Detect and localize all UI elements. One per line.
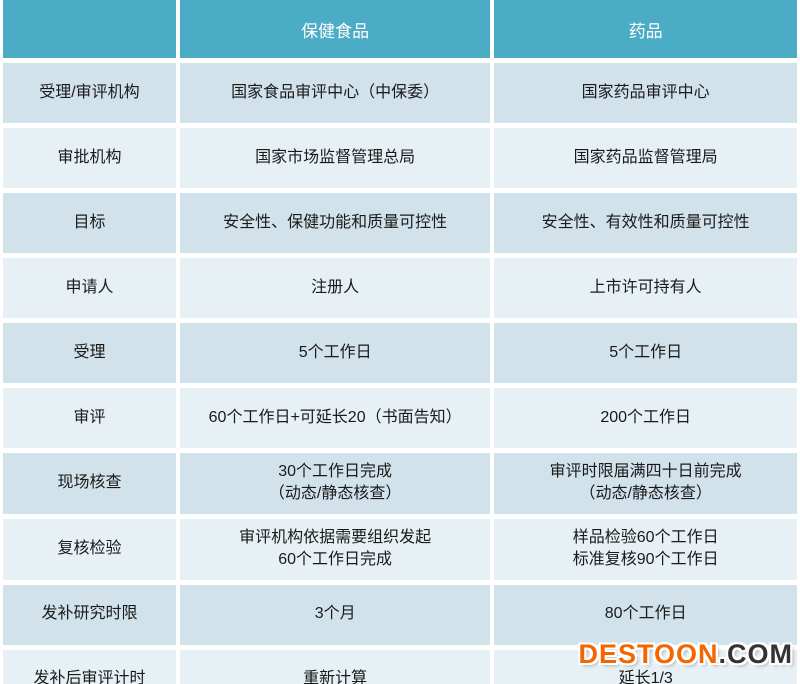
health-food-cell: 安全性、保健功能和质量可控性 bbox=[179, 193, 491, 253]
row-label-cell: 发补研究时限 bbox=[3, 584, 176, 645]
destoon-watermark: DESTOON.COM bbox=[578, 639, 793, 670]
drug-cell: 国家药品监督管理局 bbox=[494, 128, 797, 188]
health-food-cell: 30个工作日完成 （动态/静态核查） bbox=[179, 453, 491, 514]
health-food-cell: 3个月 bbox=[179, 584, 491, 645]
health-food-cell: 5个工作日 bbox=[179, 323, 491, 383]
table-row: 受理 5个工作日 5个工作日 bbox=[3, 323, 797, 383]
health-food-cell: 国家市场监督管理总局 bbox=[179, 128, 491, 188]
table-row: 审评 60个工作日+可延长20（书面告知） 200个工作日 bbox=[3, 388, 797, 448]
table-row: 审批机构 国家市场监督管理总局 国家药品监督管理局 bbox=[3, 128, 797, 188]
header-row: 保健食品 药品 bbox=[3, 0, 797, 58]
row-label-cell: 发补后审评计时 bbox=[3, 649, 176, 684]
header-cell-drug: 药品 bbox=[494, 0, 797, 58]
drug-cell: 国家药品审评中心 bbox=[494, 63, 797, 123]
drug-cell: 80个工作日 bbox=[494, 584, 797, 645]
row-label-cell: 审批机构 bbox=[3, 128, 176, 188]
drug-cell: 5个工作日 bbox=[494, 323, 797, 383]
table-row: 现场核查 30个工作日完成 （动态/静态核查） 审评时限届满四十日前完成 （动态… bbox=[3, 453, 797, 514]
row-label-cell: 现场核查 bbox=[3, 453, 176, 514]
header-cell-blank bbox=[3, 0, 176, 58]
header-cell-health-food: 保健食品 bbox=[179, 0, 491, 58]
row-label-cell: 受理 bbox=[3, 323, 176, 383]
table-row: 申请人 注册人 上市许可持有人 bbox=[3, 258, 797, 318]
health-food-cell: 审评机构依据需要组织发起 60个工作日完成 bbox=[179, 518, 491, 580]
row-label-cell: 目标 bbox=[3, 193, 176, 253]
table-body: 受理/审评机构 国家食品审评中心（中保委） 国家药品审评中心 审批机构 国家市场… bbox=[3, 63, 797, 684]
row-label-cell: 复核检验 bbox=[3, 518, 176, 580]
watermark-brand: DESTOON bbox=[578, 639, 719, 669]
table-row: 发补后审评计时 重新计算 延长1/3 bbox=[3, 649, 797, 684]
row-label-cell: 受理/审评机构 bbox=[3, 63, 176, 123]
table-row: 发补研究时限 3个月 80个工作日 bbox=[3, 584, 797, 645]
health-food-cell: 60个工作日+可延长20（书面告知） bbox=[179, 388, 491, 448]
health-food-cell: 重新计算 bbox=[179, 649, 491, 684]
drug-cell: 安全性、有效性和质量可控性 bbox=[494, 193, 797, 253]
row-label-cell: 审评 bbox=[3, 388, 176, 448]
health-food-cell: 注册人 bbox=[179, 258, 491, 318]
row-label-cell: 申请人 bbox=[3, 258, 176, 318]
drug-cell: 审评时限届满四十日前完成 （动态/静态核查） bbox=[494, 453, 797, 514]
watermark-suffix: .COM bbox=[718, 639, 793, 669]
table-row: 目标 安全性、保健功能和质量可控性 安全性、有效性和质量可控性 bbox=[3, 193, 797, 253]
drug-cell: 样品检验60个工作日 标准复核90个工作日 bbox=[494, 518, 797, 580]
drug-cell: 延长1/3 bbox=[494, 649, 797, 684]
drug-cell: 上市许可持有人 bbox=[494, 258, 797, 318]
health-food-cell: 国家食品审评中心（中保委） bbox=[179, 63, 491, 123]
table-row: 复核检验 审评机构依据需要组织发起 60个工作日完成 样品检验60个工作日 标准… bbox=[3, 518, 797, 580]
drug-cell: 200个工作日 bbox=[494, 388, 797, 448]
table-row: 受理/审评机构 国家食品审评中心（中保委） 国家药品审评中心 bbox=[3, 63, 797, 123]
